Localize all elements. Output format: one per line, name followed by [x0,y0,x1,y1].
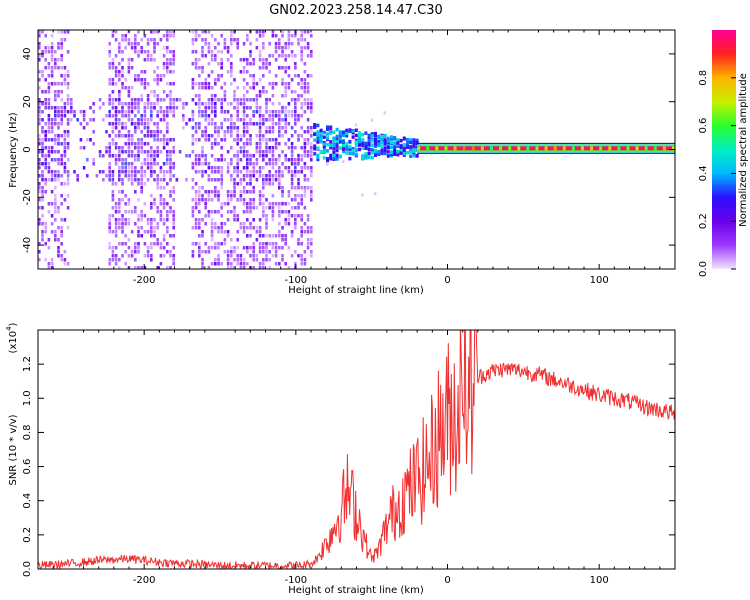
snr-scale-exponent: 4 [5,326,13,331]
x-tick-label: -100 [284,575,307,586]
colorbar-tick-label: 0.8 [698,70,709,86]
snr-scale-close: ) [8,322,19,326]
snr-scale-factor: (x104) [5,322,19,353]
snr-series-line [38,330,675,569]
colorbar-label: Normalized spectral amplitude [738,73,749,227]
spectrogram-xlabel: Height of straight line (km) [288,285,424,296]
x-tick-label: -200 [133,575,156,586]
spectrogram-ylabel: Frequency (Hz) [8,112,19,188]
chart-title: GN02.2023.258.14.47.C30 [269,3,443,18]
colorbar-tick-label: 0.6 [698,118,709,134]
colorbar-tick-label: 0.0 [698,261,709,277]
x-tick-label: 0 [444,275,450,286]
colorbar-tick-label: 0.2 [698,213,709,229]
snr-panel: -200 -100 0 100 0.0 0.2 0.4 0.6 0.8 1.0 1.2 Height… [5,322,676,596]
x-tick-label: 100 [590,575,609,586]
spectrogram-heatmap [38,30,675,269]
y-tick-label: -20 [22,189,33,205]
snr-scale-prefix: (x10 [8,331,19,354]
svg-text:(x104): (x104) [5,322,19,353]
x-tick-label: -200 [133,275,156,286]
y-tick-label: -40 [22,237,33,253]
colorbar: 0.0 0.2 0.4 0.6 0.8 Normalized spectral ampl… [698,30,749,277]
colorbar-ticks: 0.0 0.2 0.4 0.6 0.8 [698,70,736,277]
x-tick-label: 0 [444,575,450,586]
snr-axes: -200 -100 0 100 0.0 0.2 0.4 0.6 0.8 1.0 1.2 [22,330,675,586]
snr-xlabel: Height of straight line (km) [288,585,424,596]
snr-ylabel: SNR (10 * v/v) [8,414,19,485]
y-tick-label: 0.6 [22,459,33,475]
y-tick-label: 0.4 [22,493,33,509]
colorbar-tick-label: 0.4 [698,165,709,181]
y-tick-label: 0.8 [22,424,33,440]
y-tick-label: 0 [22,146,33,152]
y-tick-label: 0.0 [22,561,33,577]
y-tick-label: 1.0 [22,390,33,406]
y-tick-label: 40 [22,48,33,61]
x-tick-label: 100 [590,275,609,286]
y-tick-label: 0.2 [22,527,33,543]
y-tick-label: 1.2 [22,356,33,372]
x-tick-label: -100 [284,275,307,286]
y-tick-label: 20 [22,95,33,108]
colorbar-gradient [712,30,736,269]
